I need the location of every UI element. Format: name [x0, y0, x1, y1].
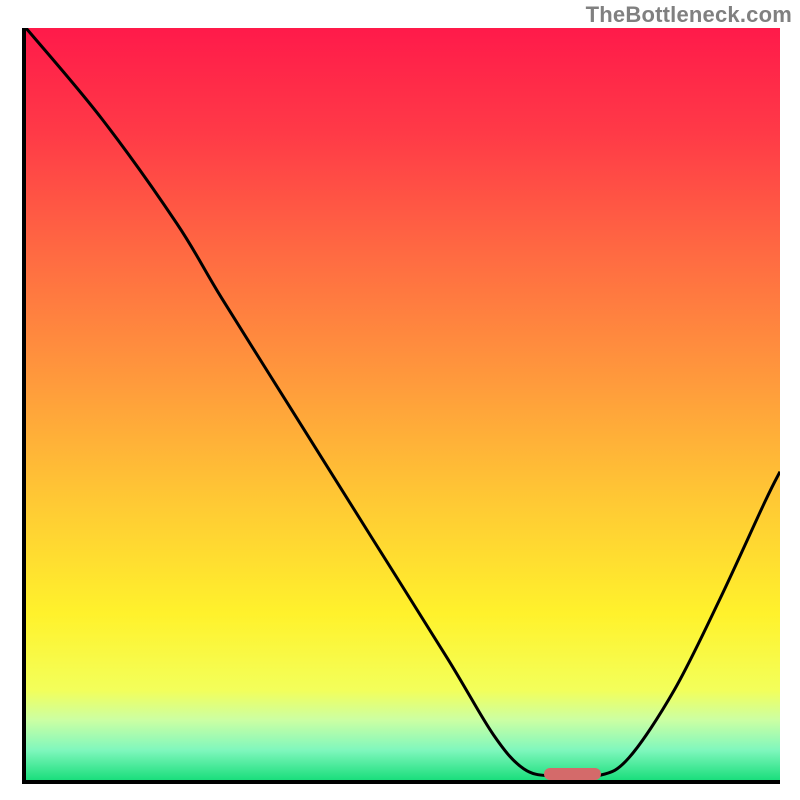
- chart-container: TheBottleneck.com: [0, 0, 800, 800]
- plot-area: [22, 28, 780, 784]
- bottleneck-curve: [26, 28, 780, 780]
- curve-path: [26, 28, 780, 777]
- optimal-marker: [544, 768, 601, 780]
- watermark-text: TheBottleneck.com: [586, 2, 792, 28]
